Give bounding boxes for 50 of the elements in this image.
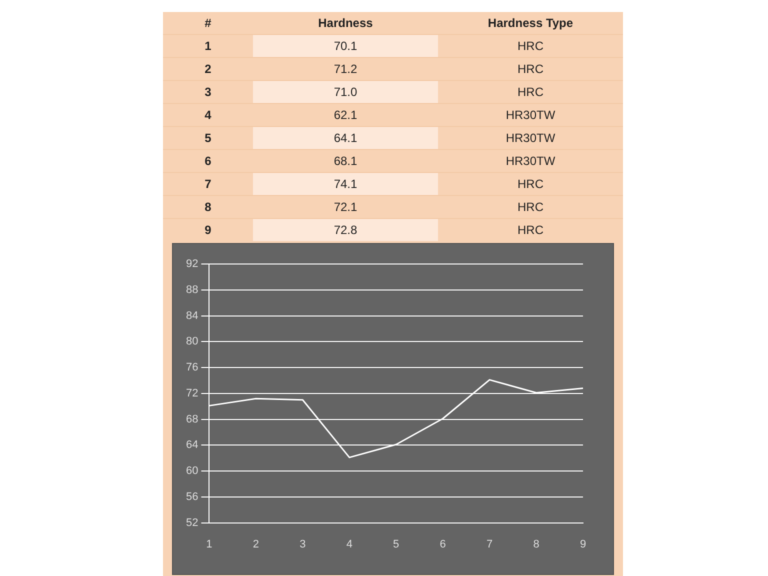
text: HRC: [516, 199, 544, 216]
text: 72.1: [332, 199, 358, 216]
text: HRC: [516, 61, 544, 78]
y-tick-label: 76: [186, 362, 198, 374]
y-tick-label: 88: [186, 284, 198, 296]
text: HRC: [516, 222, 544, 239]
text: 64.1: [253, 126, 438, 150]
x-tick-label: 9: [580, 538, 586, 550]
text: Hardness Type: [486, 15, 574, 32]
x-tick-label: 6: [440, 538, 446, 550]
category-label: 5: [204, 131, 212, 145]
y-tick-label: 84: [186, 310, 198, 322]
x-tick-label: 3: [300, 538, 306, 550]
text: 68.1: [332, 153, 358, 170]
x-tick-label: 2: [252, 538, 260, 550]
text: 70.1: [253, 34, 438, 58]
text: HR30TW: [504, 153, 556, 170]
x-tick-label: 1: [206, 538, 212, 550]
x-tick-label: 4: [346, 538, 352, 550]
category-label: 9: [204, 223, 212, 237]
category-label: 8: [204, 200, 212, 214]
y-tick-label: 64: [186, 439, 198, 452]
category-label: 2: [204, 62, 212, 76]
y-tick-label: 80: [186, 336, 198, 348]
text: #: [204, 15, 212, 32]
text: HRC: [516, 84, 544, 101]
text: Hardness: [317, 15, 374, 32]
text: 62.1: [332, 107, 358, 124]
text: HR30TW: [504, 130, 556, 147]
y-tick-label: 92: [186, 258, 198, 270]
y-tick-label: 52: [186, 516, 198, 529]
text: HRC: [516, 176, 544, 193]
category-label: 6: [204, 154, 212, 168]
text: 71.0: [253, 80, 438, 104]
category-label: 4: [204, 108, 212, 122]
y-tick-label: 56: [186, 490, 198, 503]
category-label: 1: [204, 39, 212, 53]
text: HRC: [516, 38, 544, 55]
category-label: 3: [204, 85, 212, 99]
x-tick-label: 8: [533, 538, 540, 550]
text: 71.2: [332, 61, 358, 78]
y-tick-label: 60: [186, 465, 198, 478]
text: HR30TW: [504, 107, 556, 124]
x-tick-label: 7: [486, 538, 493, 550]
category-label: 7: [204, 177, 212, 191]
x-tick-label: 5: [393, 538, 400, 550]
text: 74.1: [253, 172, 438, 196]
y-tick-label: 68: [186, 413, 198, 426]
text: 72.8: [253, 218, 438, 241]
y-tick-label: 72: [186, 387, 198, 400]
